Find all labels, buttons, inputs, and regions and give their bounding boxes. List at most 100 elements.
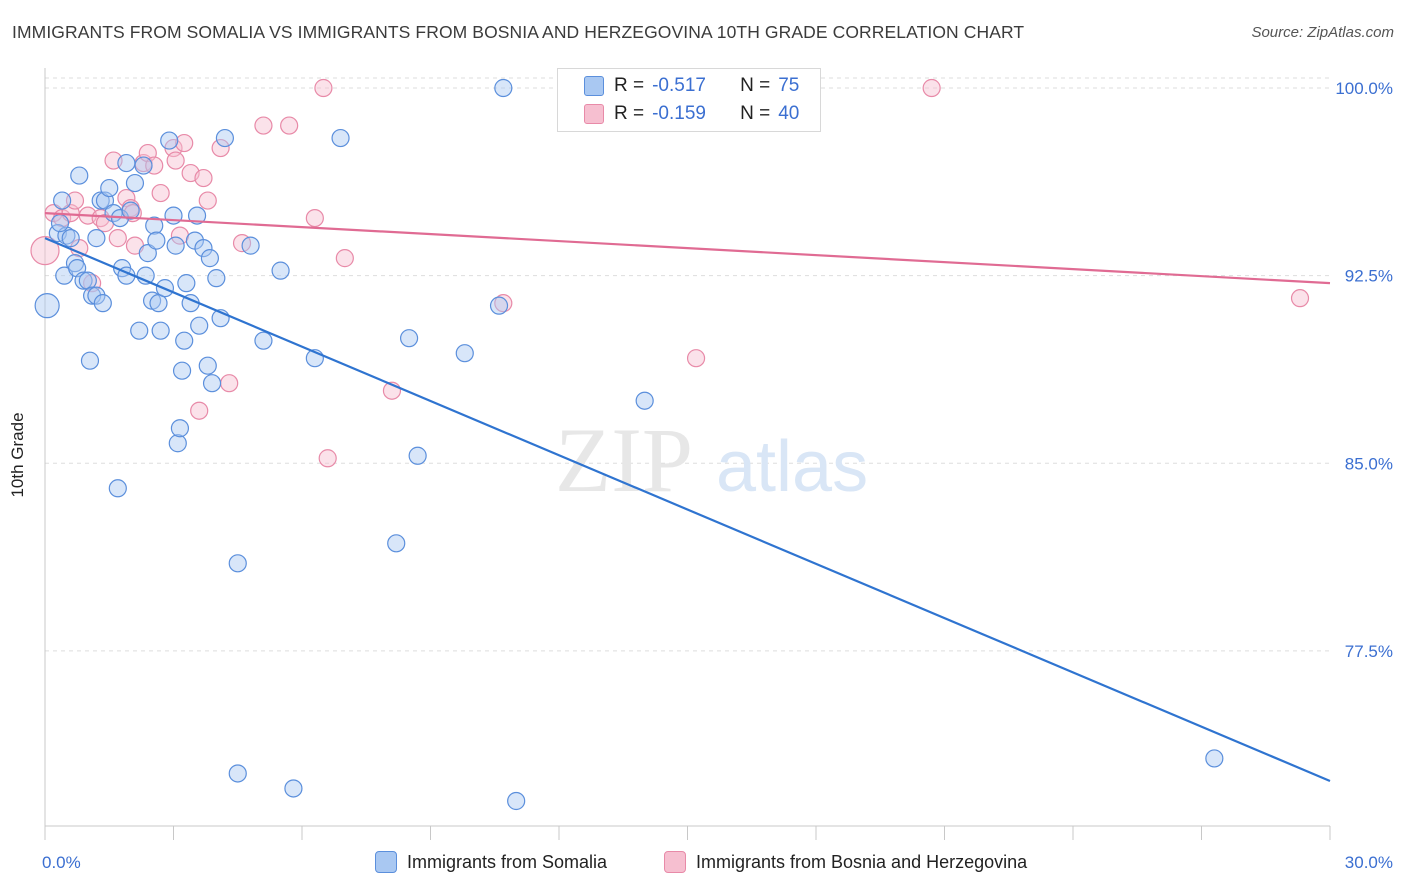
series-legend-label-somalia: Immigrants from Somalia — [407, 851, 608, 872]
somalia-point — [78, 271, 97, 290]
somalia-point — [121, 201, 140, 220]
somalia-point — [177, 274, 196, 293]
legend-r-label: R = — [614, 103, 645, 124]
somalia-point — [34, 293, 60, 319]
somalia-point — [83, 286, 102, 305]
somalia-point — [87, 286, 106, 305]
somalia-point — [202, 374, 222, 393]
trend-lines — [44, 211, 1331, 782]
bosnia-point — [686, 349, 706, 368]
y-tick-label: 85.0% — [1345, 454, 1393, 473]
somalia-point — [80, 351, 100, 370]
somalia-point — [93, 294, 112, 313]
legend-n-label: N = — [740, 75, 771, 96]
bosnia-point — [190, 401, 209, 420]
bosnia-point — [30, 236, 60, 266]
legend-swatch-somalia — [584, 76, 604, 96]
chart-title: IMMIGRANTS FROM SOMALIA VS IMMIGRANTS FR… — [12, 22, 1025, 42]
bosnia-point — [175, 133, 194, 153]
bosnia-point — [65, 191, 85, 210]
series-legend-somalia[interactable]: Immigrants from Somalia — [375, 851, 607, 873]
somalia-point — [399, 329, 419, 348]
somalia-point — [284, 779, 303, 798]
bosnia-point — [1290, 289, 1310, 308]
somalia-point — [215, 128, 234, 148]
somalia-point — [91, 191, 110, 210]
somalia-point — [187, 206, 207, 225]
bosnia-point — [108, 229, 127, 248]
somalia-point — [138, 244, 157, 263]
series-legend-swatch-bosnia — [664, 851, 686, 873]
somalia-point — [168, 434, 187, 453]
somalia-point — [635, 391, 654, 410]
somalia-point — [200, 249, 220, 268]
bosnia-point — [305, 208, 324, 228]
tick-labels: 77.5% 85.0% 92.5% 100.0% 0.0% 30.0% — [42, 79, 1393, 872]
x-tick-label-max: 30.0% — [1345, 853, 1393, 872]
legend-row-somalia: R = -0.517 N = 75 — [584, 74, 799, 98]
somalia-point — [61, 229, 80, 248]
correlation-legend: R = -0.517 N = 75 R = -0.159 N = 40 — [557, 68, 821, 132]
x-tick-label-min: 0.0% — [42, 853, 81, 872]
bosnia-point — [198, 191, 217, 210]
somalia-point — [108, 479, 127, 498]
somalia-point — [70, 166, 89, 185]
series-legend-swatch-somalia — [375, 851, 397, 873]
somalia-point — [489, 296, 509, 315]
somalia-point — [207, 269, 226, 288]
somalia-point — [74, 271, 93, 290]
somalia-point — [117, 153, 136, 173]
axes — [44, 68, 1331, 840]
bosnia-point — [922, 78, 941, 98]
somalia-point — [125, 173, 145, 193]
y-axis-label: 10th Grade — [8, 412, 27, 498]
somalia-point — [494, 78, 513, 98]
somalia-point — [53, 191, 72, 210]
legend-n-label: N = — [740, 103, 771, 124]
bosnia-point — [254, 116, 273, 135]
legend-swatch-bosnia — [584, 104, 604, 124]
somalia-point — [198, 356, 217, 375]
somalia-point — [228, 764, 247, 783]
bosnia-point — [211, 138, 230, 158]
legend-n-value-somalia: 75 — [778, 75, 800, 96]
y-tick-label: 92.5% — [1345, 267, 1393, 286]
somalia-point — [164, 206, 183, 225]
watermark-zip: ZIP — [555, 409, 693, 511]
somalia-point — [160, 131, 179, 150]
legend-row-bosnia: R = -0.159 N = 40 — [584, 102, 799, 126]
somalia-point — [1205, 749, 1224, 768]
somalia-point — [134, 156, 153, 175]
bosnia-trend-line — [44, 211, 1331, 285]
watermark: ZIP atlas — [555, 409, 868, 511]
somalia-point — [170, 419, 190, 438]
bosnia-point — [335, 249, 354, 268]
bosnia-point — [194, 168, 213, 188]
somalia-point — [271, 261, 290, 280]
somalia-point — [172, 361, 192, 380]
somalia-point — [50, 214, 70, 233]
somalia-point — [331, 128, 350, 148]
series-legend-label-bosnia: Immigrants from Bosnia and Herzegovina — [696, 851, 1028, 872]
y-tick-label: 100.0% — [1335, 79, 1393, 98]
legend-r-value-somalia: -0.517 — [652, 75, 706, 96]
series-legend-bosnia[interactable]: Immigrants from Bosnia and Herzegovina — [664, 851, 1027, 873]
series-legend: Immigrants from Somalia Immigrants from … — [0, 851, 1406, 877]
y-tick-label: 77.5% — [1345, 642, 1393, 661]
somalia-point — [149, 294, 168, 313]
somalia-point — [387, 534, 406, 553]
somalia-point — [87, 229, 106, 248]
bosnia-point — [318, 449, 337, 468]
somalia-trend-line — [44, 237, 1331, 782]
legend-n-value-bosnia: 40 — [778, 103, 800, 124]
watermark-atlas: atlas — [716, 427, 868, 507]
bosnia-point — [145, 156, 164, 175]
legend-r-label: R = — [614, 75, 645, 96]
somalia-point — [166, 236, 185, 255]
somalia-point — [100, 178, 119, 198]
somalia-point — [254, 331, 273, 350]
legend-r-value-bosnia: -0.159 — [652, 103, 706, 124]
somalia-point — [190, 316, 209, 335]
bosnia-point — [166, 151, 185, 170]
